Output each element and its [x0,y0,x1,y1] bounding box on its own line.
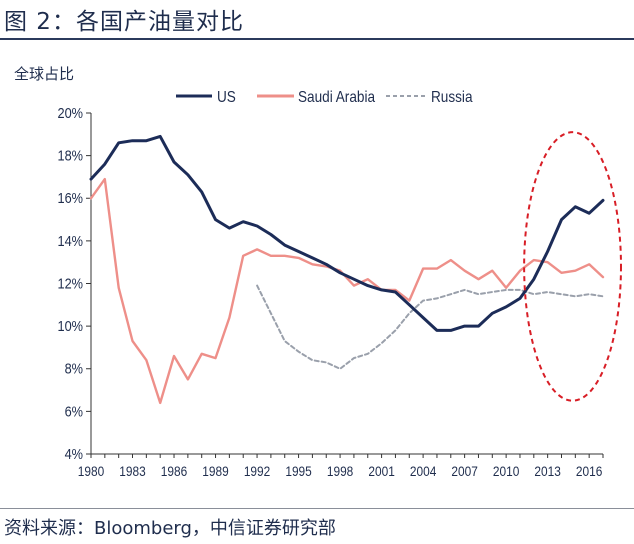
source-note: 资料来源：Bloomberg，中信证券研究部 [4,518,336,539]
y-tick-label: 14% [57,232,83,249]
x-tick-label: 1992 [244,463,270,479]
y-axis-label: 全球占比 [14,65,74,83]
source-rule [0,508,634,509]
highlight-ellipse [523,131,622,402]
x-tick-label: 2010 [493,463,519,479]
y-tick-label: 12% [57,274,83,291]
x-tick-label: 1998 [327,463,353,479]
line-chart: 全球占比 US Saudi Arabia Russia 4% 6% 8% 10% 12% 14… [14,65,622,479]
x-tick-label: 2004 [410,463,436,479]
x-tick-label: 1986 [161,463,187,479]
x-tick-label: 2001 [368,463,394,479]
series-line-saudi-arabia [89,177,605,405]
axes: 4% 6% 8% 10% 12% 14% 16% 18% 20% 1980 1983 1986 1989… [57,104,604,479]
y-tick-label: 20% [57,104,83,121]
y-tick-label: 10% [57,317,83,334]
x-tick-label: 1980 [78,463,104,479]
y-tick-label: 18% [57,147,83,164]
x-tick-label: 2016 [576,463,602,479]
x-tick-label: 1995 [285,463,311,479]
y-tick-label: 4% [65,445,83,462]
legend: US Saudi Arabia Russia [176,89,473,106]
legend-label-russia: Russia [431,89,473,106]
figure-title: 图 2：各国产油量对比 [4,9,244,35]
annotations [523,131,622,402]
series-line-russia [256,284,604,370]
x-tick-label: 1983 [119,463,145,479]
legend-label-us: US [217,89,236,106]
x-tick-label: 1989 [202,463,228,479]
y-tick-label: 16% [57,189,83,206]
plot-lines [89,134,605,405]
x-tick-label: 2013 [534,463,560,479]
y-tick-label: 6% [65,402,83,419]
y-tick-label: 8% [65,360,83,377]
x-tick-label: 2007 [451,463,477,479]
series-line-us [89,134,605,332]
title-rule [0,38,634,40]
legend-label-saudi-arabia: Saudi Arabia [298,89,376,106]
